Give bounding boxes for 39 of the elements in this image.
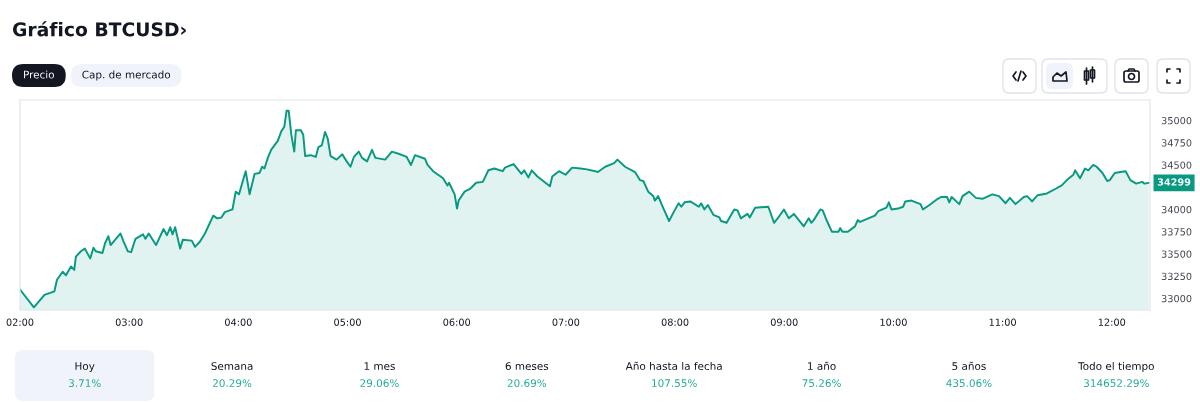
- y-tick-label: 33750: [1161, 228, 1192, 236]
- text: Hoy: [75, 362, 95, 373]
- x-tick-label: 11:00: [989, 318, 1016, 326]
- chart-title: Gráfico BTCUSD›: [12, 21, 186, 37]
- text: 5 años: [952, 361, 986, 371]
- x-tick-label: 02:00: [6, 318, 34, 326]
- x-tick-label: 03:00: [115, 318, 143, 326]
- y-tick-label: 35000: [1161, 116, 1192, 125]
- text: 29.06%: [360, 379, 399, 388]
- text: Año hasta la fecha: [625, 361, 722, 371]
- x-tick-label: 10:00: [880, 318, 907, 326]
- text: 1 mes: [364, 362, 395, 371]
- y-tick-label: 33000: [1161, 294, 1192, 303]
- text: Cap. de mercado: [82, 70, 171, 81]
- x-tick-label: 12:00: [1098, 318, 1126, 326]
- text: 314652.29%: [1083, 379, 1149, 388]
- x-tick-label: 08:00: [661, 318, 689, 326]
- text: 3.71%: [68, 379, 101, 388]
- text: Todo el tiempo: [1078, 361, 1154, 373]
- x-tick-label: 09:00: [770, 318, 798, 326]
- y-tick-label: 34000: [1161, 205, 1192, 214]
- text: Precio: [24, 70, 54, 79]
- text: Semana: [211, 362, 253, 371]
- text: 107.55%: [652, 379, 697, 388]
- y-tick-label: 34500: [1161, 161, 1192, 169]
- text: 6 meses: [505, 362, 549, 371]
- text: 20.69%: [507, 379, 547, 388]
- text: 20.29%: [212, 379, 252, 388]
- x-tick-label: 06:00: [443, 318, 471, 326]
- annotation: 34299: [1157, 178, 1191, 186]
- y-tick-label: 33250: [1161, 272, 1192, 281]
- y-tick-label: 34750: [1161, 139, 1192, 147]
- text: 1 año: [808, 361, 836, 371]
- x-tick-label: 04:00: [224, 318, 252, 326]
- y-tick-label: 33500: [1161, 250, 1192, 258]
- text: 75.26%: [802, 379, 841, 388]
- text: 435.06%: [946, 379, 992, 388]
- x-tick-label: 07:00: [552, 318, 580, 326]
- x-tick-label: 05:00: [334, 318, 361, 326]
